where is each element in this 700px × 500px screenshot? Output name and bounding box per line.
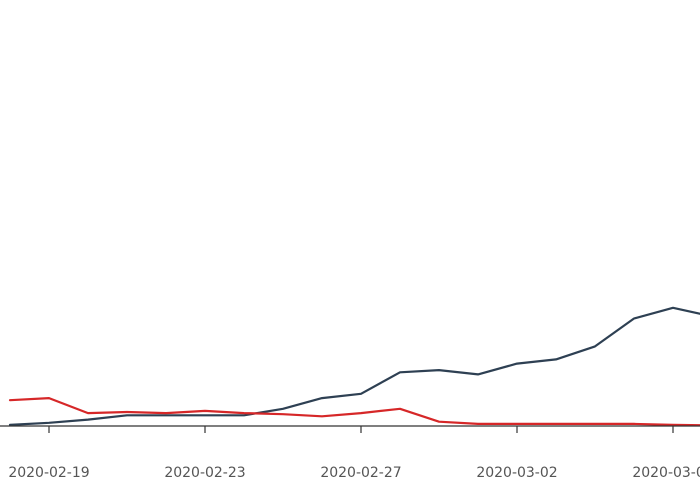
x-tick-label-5: 2020-03-06 (632, 465, 700, 481)
series-layer (8, 306, 700, 427)
series-line-2 (8, 397, 700, 427)
x-tick-label-2: 2020-02-23 (164, 465, 245, 481)
x-tick-label-1: 2020-02-19 (8, 465, 89, 481)
x-axis-ticks: 2020-02-19 2020-02-23 2020-02-27 2020-03-02… (8, 426, 700, 481)
series-line-1 (8, 306, 700, 426)
x-tick-label-4: 2020-03-02 (476, 465, 557, 481)
x-tick-label-3: 2020-02-27 (320, 465, 401, 481)
